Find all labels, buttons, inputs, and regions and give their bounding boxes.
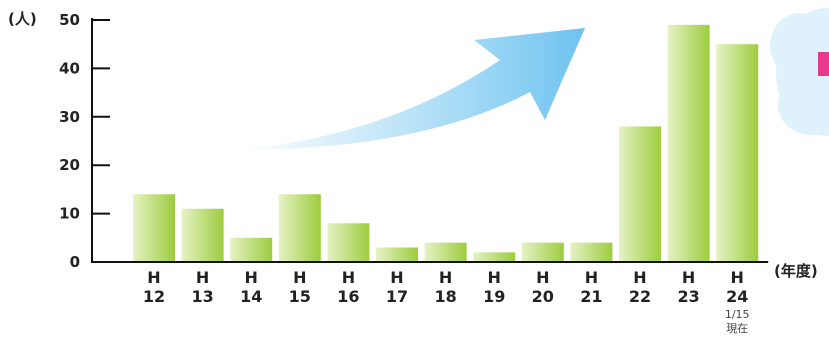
bar-h14 (230, 237, 273, 262)
x-tick-year: 24 (726, 287, 748, 306)
annotation-date: 1/15 (725, 308, 750, 321)
bar-h15 (278, 194, 321, 262)
bar-h24 (716, 44, 759, 263)
bar-h22 (619, 126, 661, 262)
x-tick-era: H (439, 268, 452, 287)
y-tick-label: 10 (59, 205, 80, 223)
y-tick-label: 20 (59, 156, 80, 174)
x-tick-year: 13 (191, 287, 213, 306)
x-tick-era: H (488, 268, 501, 287)
bar-h12 (133, 194, 175, 262)
x-tick-year: 22 (629, 287, 651, 306)
x-tick-era: H (293, 268, 306, 287)
x-tick-year: 15 (289, 287, 311, 306)
bars-group (133, 24, 759, 263)
x-tick-year: 19 (483, 287, 505, 306)
x-tick-year: 23 (677, 287, 699, 306)
x-tick-era: H (245, 268, 258, 287)
x-tick-era: H (585, 268, 598, 287)
x-tick-year: 12 (143, 287, 165, 306)
x-tick-era: H (147, 268, 160, 287)
y-tick-label: 50 (59, 11, 80, 29)
bar-h21 (570, 242, 613, 262)
cloud-bubble-decoration (770, 8, 829, 136)
bar-h20 (521, 242, 564, 262)
y-axis-unit-label: (人) (8, 10, 37, 28)
x-tick-year: 21 (580, 287, 602, 306)
x-axis-unit-label: (年度) (774, 262, 818, 280)
x-tick-era: H (390, 268, 403, 287)
y-tick-label: 40 (59, 59, 80, 77)
bar-h13 (181, 208, 224, 262)
bar-h19 (473, 252, 516, 262)
bar-h17 (376, 247, 418, 262)
y-tick-label: 30 (59, 108, 80, 126)
x-tick-year: 16 (337, 287, 359, 306)
x-tick-year: 20 (532, 287, 554, 306)
partial-text-glyph (818, 52, 829, 76)
y-tick-label: 0 (70, 253, 80, 271)
x-tick-era: H (633, 268, 646, 287)
x-tick-era: H (682, 268, 695, 287)
x-tick-year: 18 (434, 287, 456, 306)
x-tick-year: 14 (240, 287, 262, 306)
annotation-current: 現在 (726, 322, 748, 335)
upward-trend-arrow-icon (238, 28, 585, 150)
x-tick-year: 17 (386, 287, 408, 306)
x-tick-era: H (342, 268, 355, 287)
y-axis-ticks: 0 10 20 30 40 50 (59, 11, 110, 271)
bar-h23 (667, 24, 710, 263)
bar-h18 (424, 242, 467, 262)
x-tick-era: H (536, 268, 549, 287)
x-tick-era: H (731, 268, 744, 287)
bar-h16 (327, 223, 370, 262)
x-tick-era: H (196, 268, 209, 287)
